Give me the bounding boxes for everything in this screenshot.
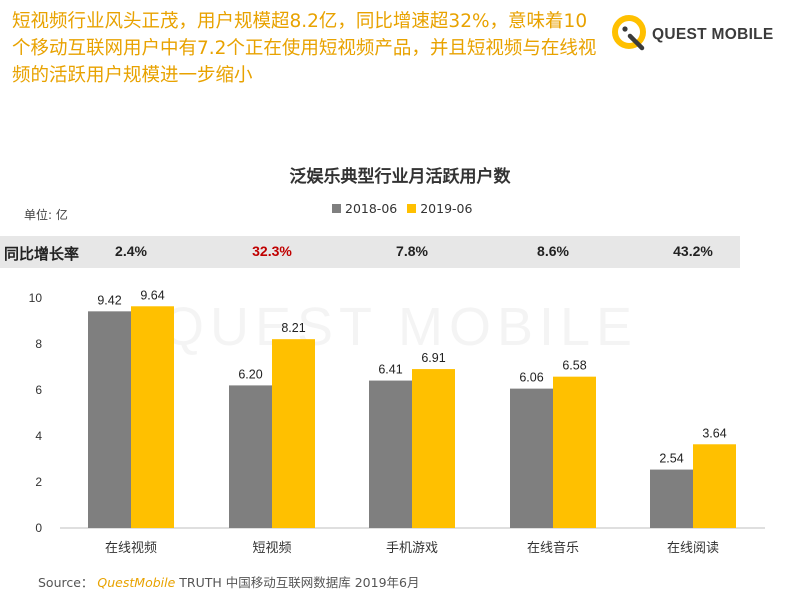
data-label-2018-06-0: 9.42 (97, 293, 121, 307)
growth-rate-value: 8.6% (537, 243, 569, 259)
y-tick-label: 2 (35, 475, 42, 489)
data-label-2019-06-2: 6.91 (421, 351, 445, 365)
category-label: 手机游戏 (386, 541, 438, 556)
y-tick-label: 6 (35, 383, 42, 397)
bar-2018-06-1 (229, 385, 272, 528)
legend-item-2018: 2018-06 (332, 201, 397, 216)
category-label: 在线视频 (105, 541, 157, 556)
source-prefix: Source： (38, 575, 94, 590)
data-label-2019-06-3: 6.58 (562, 359, 586, 373)
growth-rate-value: 2.4% (115, 243, 147, 259)
bar-2019-06-0 (131, 306, 174, 528)
data-label-2018-06-4: 2.54 (659, 452, 683, 466)
bar-2018-06-2 (369, 380, 412, 528)
data-label-2018-06-2: 6.41 (378, 363, 402, 377)
legend-swatch-2018 (332, 204, 341, 213)
legend-label-2019: 2019-06 (420, 201, 473, 216)
source-rest: TRUTH 中国移动互联网数据库 2019年6月 (179, 575, 420, 590)
legend-item-2019: 2019-06 (407, 201, 472, 216)
legend-label-2018: 2018-06 (345, 201, 398, 216)
bar-2019-06-2 (412, 369, 455, 528)
legend: 2018-06 2019-06 (332, 201, 482, 216)
y-tick-label: 8 (35, 337, 42, 351)
category-label: 在线阅读 (667, 541, 719, 556)
logo-icon (612, 15, 646, 51)
category-label: 在线音乐 (527, 540, 579, 556)
y-tick-label: 4 (35, 429, 42, 443)
y-tick-label: 10 (29, 291, 43, 305)
data-label-2019-06-0: 9.64 (140, 288, 164, 302)
growth-rate-value: 32.3% (252, 243, 292, 259)
growth-rate-value: 43.2% (673, 243, 713, 259)
bar-2018-06-3 (510, 388, 553, 528)
data-label-2018-06-3: 6.06 (519, 371, 543, 385)
source-brand: QuestMobile (97, 575, 176, 590)
legend-swatch-2019 (407, 204, 417, 213)
chart-title: 泛娱乐典型行业月活跃用户数 (289, 167, 511, 187)
logo-text: QUEST MOBILE (652, 26, 774, 43)
data-label-2019-06-1: 8.21 (281, 321, 305, 335)
watermark-text: QUEST MOBILE (162, 297, 638, 357)
y-tick-label: 0 (35, 521, 42, 535)
growth-rate-value: 7.8% (396, 243, 428, 259)
bar-2019-06-3 (553, 376, 596, 528)
growth-rate-row: 同比增长率 2.4% 32.3% 7.8% 8.6% 43.2% (0, 236, 740, 268)
growth-rate-label: 同比增长率 (4, 245, 80, 263)
bar-2018-06-4 (650, 469, 693, 528)
bar-2019-06-1 (272, 339, 315, 528)
unit-label: 单位: 亿 (24, 208, 68, 222)
headline: 短视频行业风头正茂，用户规模超8.2亿，同比增速超32%，意味着10个移动互联网… (12, 11, 597, 86)
bar-2019-06-4 (693, 444, 736, 528)
quest-mobile-logo: QUEST MOBILE (612, 14, 792, 58)
data-label-2018-06-1: 6.20 (238, 367, 262, 381)
source-note: Source： QuestMobile TRUTH 中国移动互联网数据库 201… (38, 572, 420, 591)
bar-2018-06-0 (88, 311, 131, 528)
data-label-2019-06-4: 3.64 (702, 426, 726, 440)
category-label: 短视频 (252, 541, 291, 556)
